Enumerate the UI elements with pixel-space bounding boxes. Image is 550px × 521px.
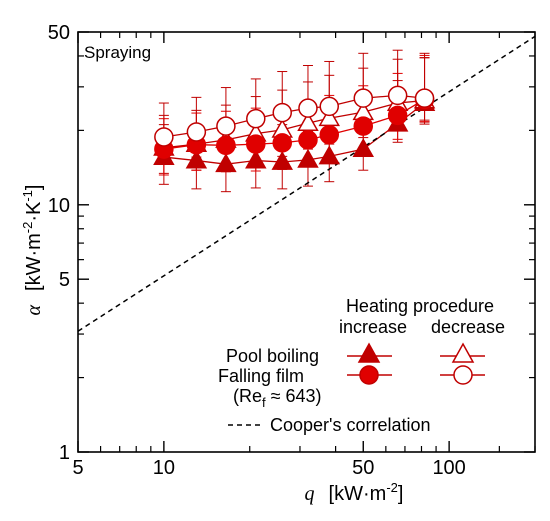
legend-col-decrease: decrease: [431, 317, 505, 337]
plot-frame: [77, 31, 536, 453]
series-2-point: [298, 130, 318, 150]
series-2-point: [319, 125, 340, 145]
series-2-point: [216, 135, 236, 156]
series-0-point: [215, 153, 237, 173]
series-3-point: [319, 96, 340, 117]
series-3-point: [414, 88, 435, 108]
y-axis-symbol: α: [23, 304, 45, 315]
series-0-point: [297, 148, 319, 168]
x-axis-unit: [kW·m: [329, 483, 387, 505]
x-axis-unit-sup: -2: [386, 480, 398, 495]
series-2-line: [163, 98, 425, 150]
x-tick-label: 100: [432, 457, 465, 479]
x-axis-title: q [kW·m-2]: [305, 480, 404, 505]
series-0-point: [352, 138, 374, 158]
y-tick-label: 5: [59, 269, 70, 291]
legend: Heating procedure increase decrease Pool…: [218, 296, 505, 435]
legend-re-open: (Re: [233, 386, 262, 406]
y-axis-unit: [kW·m: [23, 233, 45, 291]
legend-row-pool: Pool boiling: [226, 346, 319, 366]
legend-header: Heating procedure: [346, 296, 494, 316]
series-3-point: [353, 88, 374, 108]
legend-row-film-sub: (Ref ≈ 643): [233, 386, 322, 410]
y-tick-label: 1: [59, 442, 70, 464]
legend-re-sub: f: [262, 395, 266, 410]
legend-re-close: ≈ 643): [266, 386, 322, 406]
x-axis-unit-close: ]: [398, 483, 404, 505]
cooper-correlation-line: [78, 35, 535, 332]
y-tick-label: 10: [48, 195, 70, 217]
x-tick-label: 5: [72, 457, 83, 479]
series-3-point: [272, 102, 292, 123]
x-tick-label: 10: [153, 457, 175, 479]
series-2-point: [272, 133, 292, 153]
series-0-point: [318, 145, 340, 165]
series-2-point: [246, 134, 266, 154]
y-axis-unit-mid: ·K: [23, 201, 45, 222]
series-3-point: [246, 108, 266, 129]
y-axis-unit-sup1: -2: [20, 222, 35, 234]
legend-pool-increase-marker: [357, 342, 381, 363]
legend-pool-decrease-marker: [451, 342, 475, 363]
y-axis-title: α [kW·m-2·K-1]: [20, 185, 45, 316]
x-axis-symbol: q: [305, 483, 315, 505]
panel-label: Spraying: [84, 43, 151, 62]
legend-film-decrease-marker: [453, 365, 473, 385]
series-2-point: [353, 116, 374, 136]
series-0-line: [163, 102, 425, 165]
series-3-point: [154, 127, 174, 147]
legend-row-film: Falling film: [218, 366, 304, 386]
series-0-point: [185, 149, 208, 169]
series-3-point: [216, 116, 236, 136]
y-axis-unit-sup2: -1: [20, 190, 35, 202]
series-3-line: [163, 94, 425, 138]
series-3-point: [298, 98, 318, 118]
series-0-point: [271, 151, 293, 170]
series-3-point: [186, 122, 207, 142]
legend-col-increase: increase: [339, 317, 407, 337]
legend-cooper-label: Cooper's correlation: [270, 415, 431, 435]
series-2-point: [387, 105, 408, 126]
y-tick-label: 50: [48, 22, 70, 44]
series-3-point: [387, 85, 408, 106]
series-0-point: [245, 149, 267, 169]
legend-film-increase-marker: [359, 365, 379, 385]
series-1-line: [163, 99, 425, 149]
y-axis-unit-close: ]: [23, 185, 45, 191]
x-tick-label: 50: [352, 457, 374, 479]
